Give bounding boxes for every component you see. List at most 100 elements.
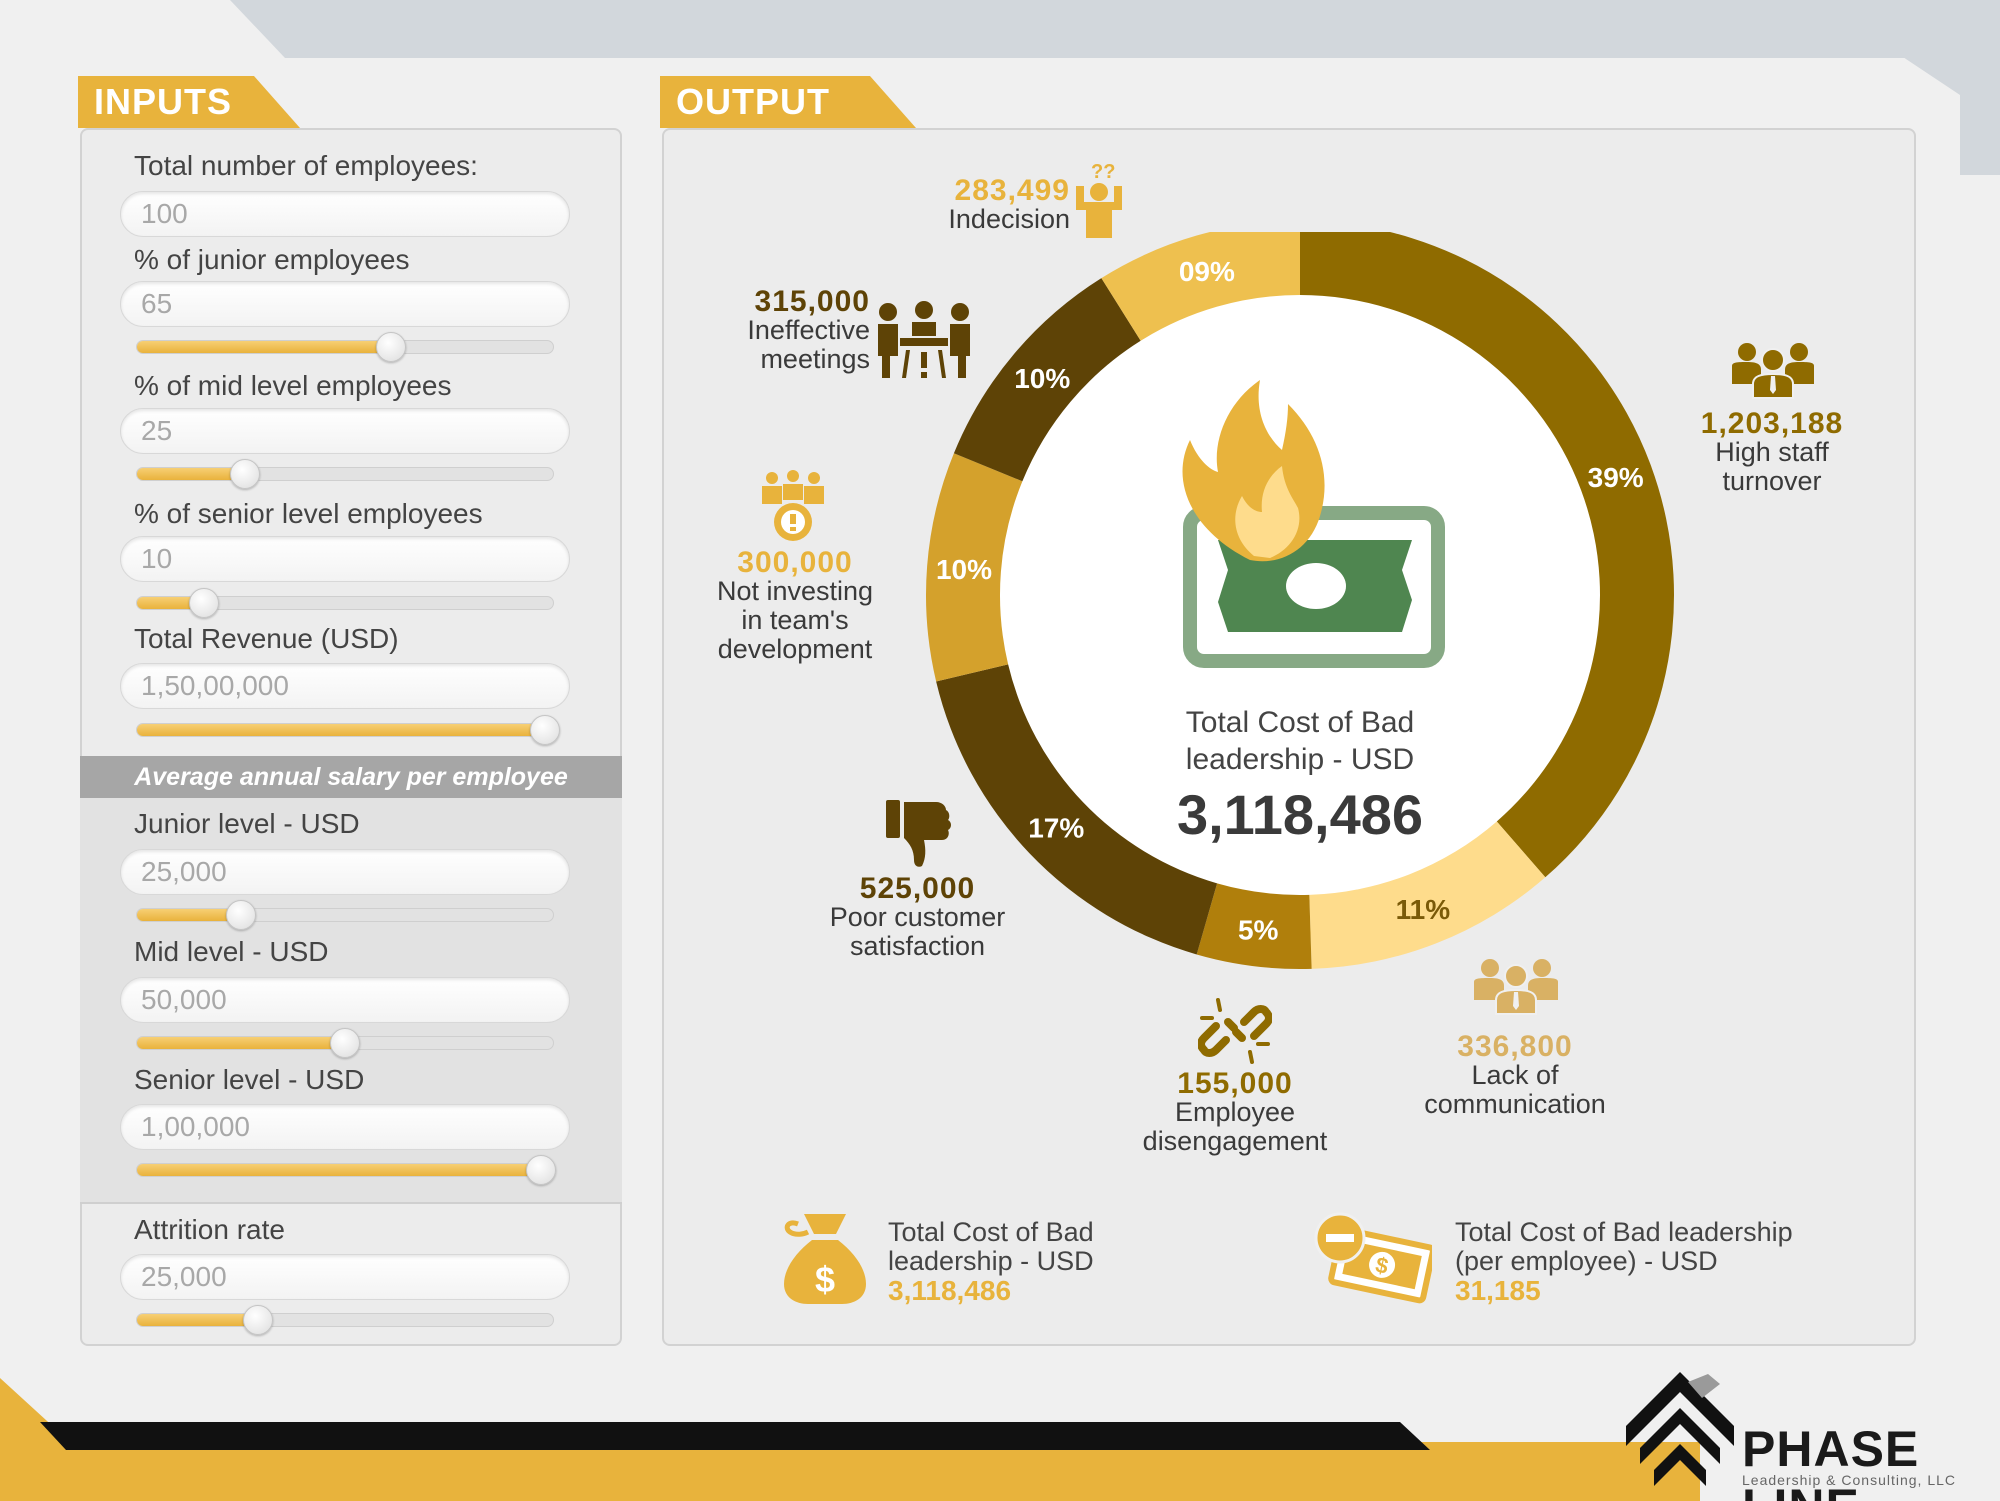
development-label-line3: development: [717, 634, 873, 664]
summary-per-employee-label-line1: Total Cost of Bad leadership: [1455, 1217, 1793, 1247]
footer-band: [0, 1378, 1700, 1501]
slider-thumb[interactable]: [226, 900, 256, 930]
donut-segment-lack-of-communication: [1309, 821, 1546, 969]
meetings-value: 315,000: [754, 285, 870, 318]
turnover-value: 1,203,188: [1700, 407, 1844, 440]
summary-per-employee-label-line2: (per employee) - USD: [1455, 1246, 1718, 1276]
brand-name: PHASE LINE: [1742, 1421, 1920, 1501]
slider-thumb[interactable]: [230, 459, 261, 489]
satisfaction-label-line2: satisfaction: [849, 931, 986, 961]
development-label-line2: in team's: [741, 605, 849, 635]
summary-total-label-line2: leadership - USD: [888, 1246, 1094, 1276]
right-decorative-band: [1870, 55, 2000, 175]
slider-thumb[interactable]: [529, 715, 560, 745]
development-label-line1: Not investing: [716, 576, 874, 606]
annotation-indecision: 283,499 Indecision: [900, 176, 1070, 234]
mid-salary-slider[interactable]: [136, 1028, 554, 1058]
annotation-team-development: 300,000 Not investing in team's developm…: [690, 548, 900, 664]
summary-total-label-line1: Total Cost of Bad: [888, 1217, 1094, 1247]
salary-section-header: Average annual salary per employee: [80, 756, 622, 798]
annotation-staff-turnover: 1,203,188 High staff turnover: [1662, 409, 1882, 496]
team-gear-icon: [762, 470, 824, 541]
slider-fill: [137, 597, 204, 609]
annotation-ineffective-meetings: 315,000 Ineffective meetings: [700, 287, 870, 374]
field-label-senior-salary: Senior level - USD: [134, 1064, 365, 1095]
senior-percent-slider[interactable]: [136, 588, 554, 618]
total-revenue-slider[interactable]: [136, 715, 560, 745]
total-employees-input[interactable]: 100: [120, 191, 570, 237]
slider-fill: [137, 724, 545, 736]
donut-percent-label: 10%: [936, 554, 992, 585]
donut-percent-label: 5%: [1238, 914, 1279, 945]
senior-salary-input[interactable]: 1,00,000: [120, 1104, 570, 1150]
output-header: OUTPUT: [660, 76, 916, 128]
junior-percent-slider[interactable]: [136, 332, 554, 362]
summary-per-employee-value: 31,185: [1455, 1275, 1541, 1306]
slider-thumb[interactable]: [188, 588, 219, 618]
field-label-total-employees: Total number of employees:: [134, 150, 478, 181]
indecision-label: Indecision: [948, 204, 1070, 234]
slider-fill: [137, 341, 391, 353]
junior-salary-slider[interactable]: [136, 900, 554, 930]
donut-segment-indecision: [1101, 232, 1300, 341]
inputs-header: INPUTS: [78, 76, 300, 128]
question-person-icon: ??: [1076, 161, 1122, 238]
satisfaction-label-line1: Poor customer: [829, 902, 1006, 932]
meeting-icon: [878, 301, 970, 378]
senior-percent-input[interactable]: 10: [120, 536, 570, 582]
donut-percent-label: 17%: [1028, 813, 1084, 844]
donut-segment-ineffective-meetings: [953, 278, 1141, 482]
slider-fill: [137, 909, 241, 921]
phase-line-logo-icon: [1626, 1372, 1734, 1486]
mid-percent-slider[interactable]: [136, 459, 554, 489]
indecision-value: 283,499: [954, 174, 1070, 207]
slider-thumb[interactable]: [242, 1305, 273, 1335]
disengagement-value: 155,000: [1177, 1067, 1293, 1100]
meetings-label-line1: Ineffective: [747, 315, 870, 345]
donut-percent-label: 10%: [1014, 363, 1070, 394]
slider-fill: [137, 1037, 345, 1049]
junior-salary-input[interactable]: 25,000: [120, 849, 570, 895]
meetings-label-line2: meetings: [760, 344, 870, 374]
disengagement-label-line1: Employee: [1174, 1097, 1296, 1127]
slider-fill: [137, 468, 246, 480]
donut-percent-label: 11%: [1396, 894, 1451, 925]
mid-percent-input[interactable]: 25: [120, 408, 570, 454]
field-label-senior-percent: % of senior level employees: [134, 498, 483, 529]
slider-fill: [137, 1314, 258, 1326]
top-decorative-band: [230, 0, 2000, 58]
attrition-slider[interactable]: [136, 1305, 554, 1335]
annotation-communication: 336,800 Lack of communication: [1395, 1032, 1635, 1119]
attrition-input[interactable]: 25,000: [120, 1254, 570, 1300]
donut-center-value: 3,118,486: [1176, 783, 1424, 846]
senior-salary-slider[interactable]: [136, 1155, 556, 1185]
burning-money-icon: [1182, 380, 1445, 668]
total-revenue-input[interactable]: 1,50,00,000: [120, 663, 570, 709]
mid-salary-input[interactable]: 50,000: [120, 977, 570, 1023]
inputs-header-text: INPUTS: [94, 81, 233, 122]
communication-label-line1: Lack of: [1471, 1060, 1559, 1090]
team-icon: [1732, 343, 1814, 399]
donut-percent-label: 39%: [1588, 462, 1644, 493]
summary-per-employee: Total Cost of Bad leadership (per employ…: [1455, 1217, 1793, 1306]
svg-text:$: $: [1373, 1252, 1390, 1279]
donut-segment-employee-disengagement: [1196, 883, 1312, 970]
section-divider: [80, 1202, 622, 1204]
junior-percent-input[interactable]: 65: [120, 281, 570, 327]
communication-value: 336,800: [1457, 1030, 1573, 1063]
salary-section-title: Average annual salary per employee: [134, 763, 568, 791]
annotation-customer-satisfaction: 525,000 Poor customer satisfaction: [805, 874, 1030, 961]
field-label-mid-salary: Mid level - USD: [134, 936, 329, 967]
field-label-junior-salary: Junior level - USD: [134, 808, 360, 839]
slider-thumb[interactable]: [375, 332, 406, 362]
field-label-junior-percent: % of junior employees: [134, 244, 410, 275]
svg-text:$: $: [815, 1259, 835, 1300]
disengagement-label-line2: disengagement: [1142, 1126, 1328, 1156]
broken-link-icon: [1198, 998, 1272, 1064]
brand-tagline: Leadership & Consulting, LLC: [1742, 1472, 1957, 1488]
cost-donut-chart: 39% 11% 5% 17% 10% 10% 09%: [926, 232, 1674, 970]
communication-label-line2: communication: [1424, 1089, 1606, 1119]
slider-thumb[interactable]: [525, 1155, 556, 1185]
cash-minus-icon: $: [1314, 1212, 1432, 1304]
slider-thumb[interactable]: [330, 1028, 360, 1058]
